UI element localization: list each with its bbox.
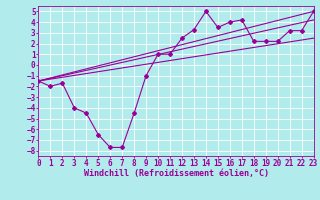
X-axis label: Windchill (Refroidissement éolien,°C): Windchill (Refroidissement éolien,°C) [84, 169, 268, 178]
